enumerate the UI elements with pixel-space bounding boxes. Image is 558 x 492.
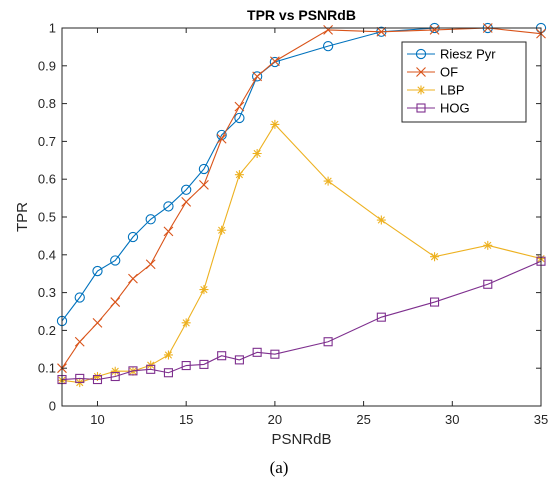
legend-marker-of bbox=[416, 67, 426, 77]
data-point-hog bbox=[110, 371, 120, 382]
data-point-of bbox=[252, 71, 263, 82]
chart-title: TPR vs PSNRdB bbox=[247, 7, 356, 23]
legend-label-lbp: LBP bbox=[440, 83, 465, 98]
data-point-hog bbox=[217, 351, 227, 361]
y-tick-label: 0.2 bbox=[38, 323, 56, 338]
data-point-of bbox=[128, 273, 138, 284]
data-point-hog bbox=[483, 279, 493, 289]
data-point-of bbox=[429, 25, 440, 35]
y-tick-label: 0.4 bbox=[38, 247, 56, 262]
data-point-lbp bbox=[92, 372, 102, 382]
x-tick-label: 25 bbox=[356, 412, 370, 427]
series-line-hog bbox=[61, 260, 542, 381]
x-tick-label: 35 bbox=[534, 412, 548, 427]
data-point-hog bbox=[234, 355, 244, 365]
data-point-lbp bbox=[110, 366, 120, 376]
legend-entry-riesz-pyr: Riesz Pyr bbox=[407, 47, 496, 62]
data-point-riesz-pyr bbox=[145, 214, 156, 225]
legend-label-riesz-pyr: Riesz Pyr bbox=[440, 47, 496, 62]
data-point-hog bbox=[75, 373, 85, 383]
data-point-hog bbox=[146, 364, 156, 374]
legend-label-hog: HOG bbox=[440, 101, 470, 116]
data-point-lbp bbox=[430, 252, 440, 262]
data-point-hog bbox=[181, 361, 191, 371]
y-tick-label: 0 bbox=[49, 399, 56, 414]
legend-marker-lbp bbox=[416, 85, 426, 95]
data-point-hog bbox=[430, 297, 440, 307]
data-point-of bbox=[163, 226, 174, 237]
data-point-riesz-pyr bbox=[251, 71, 263, 82]
data-point-lbp bbox=[376, 215, 386, 225]
x-tick-label: 30 bbox=[445, 412, 459, 427]
y-tick-label: 0.1 bbox=[38, 361, 56, 376]
series-layer bbox=[56, 22, 547, 388]
data-point-lbp bbox=[323, 176, 333, 186]
data-point-of bbox=[181, 196, 192, 207]
legend: Riesz Pyr OF LBP HOG bbox=[401, 41, 527, 123]
data-point-riesz-pyr bbox=[74, 292, 85, 303]
y-tick-label: 0.3 bbox=[38, 285, 56, 300]
y-tick-label: 0.5 bbox=[38, 210, 56, 225]
data-point-of bbox=[92, 317, 103, 328]
data-point-hog bbox=[92, 374, 103, 385]
legend-entry-lbp: LBP bbox=[407, 83, 465, 98]
data-point-lbp bbox=[252, 148, 262, 158]
y-tick-label: 0.6 bbox=[38, 172, 56, 187]
data-point-of bbox=[216, 133, 227, 144]
data-point-hog bbox=[163, 368, 173, 378]
y-tick-label: 0.9 bbox=[38, 58, 56, 73]
data-point-lbp bbox=[483, 240, 493, 250]
data-point-of bbox=[376, 26, 387, 37]
data-point-riesz-pyr bbox=[163, 201, 174, 212]
legend-marker-hog bbox=[416, 103, 426, 113]
data-point-lbp bbox=[234, 170, 244, 180]
axes-layer: 10 15 20 25 30 35 0 0.1 0.2 0.3 0.4 0.5 0.6 0.7 0.8 0.9… bbox=[14, 7, 548, 448]
legend-marker-riesz-pyr bbox=[415, 48, 427, 60]
legend-entry-hog: HOG bbox=[407, 101, 470, 116]
data-point-of bbox=[110, 297, 121, 307]
data-point-lbp bbox=[270, 119, 280, 129]
data-point-lbp bbox=[199, 285, 209, 295]
legend-box bbox=[401, 41, 527, 123]
data-point-hog bbox=[270, 349, 280, 359]
x-tick-label: 20 bbox=[268, 412, 282, 427]
data-point-riesz-pyr bbox=[110, 255, 121, 266]
legend-label-of: OF bbox=[440, 65, 458, 80]
data-point-of bbox=[323, 25, 333, 35]
data-point-of bbox=[145, 259, 156, 270]
legend-entry-of: OF bbox=[407, 65, 458, 80]
data-point-riesz-pyr bbox=[234, 112, 245, 124]
data-point-of bbox=[270, 56, 280, 67]
x-tick-label: 15 bbox=[179, 412, 193, 427]
data-point-riesz-pyr bbox=[181, 184, 192, 195]
data-point-hog bbox=[323, 337, 333, 347]
data-point-of bbox=[199, 179, 209, 190]
data-point-riesz-pyr bbox=[198, 163, 210, 175]
y-tick-label: 0.7 bbox=[38, 134, 56, 149]
data-point-riesz-pyr bbox=[269, 56, 281, 68]
data-point-lbp bbox=[163, 350, 173, 360]
data-point-riesz-pyr bbox=[127, 231, 139, 243]
data-point-hog bbox=[376, 312, 386, 322]
data-point-hog bbox=[252, 347, 262, 357]
y-axis-label: TPR bbox=[14, 202, 31, 232]
data-point-riesz-pyr bbox=[92, 265, 103, 277]
data-point-hog bbox=[199, 359, 209, 369]
data-point-of bbox=[234, 101, 245, 112]
x-tick-label: 10 bbox=[90, 412, 104, 427]
x-axis-label: PSNRdB bbox=[271, 431, 331, 448]
series-of bbox=[57, 23, 546, 374]
data-point-lbp bbox=[217, 225, 227, 235]
y-tick-label: 0.8 bbox=[38, 96, 56, 111]
y-tick-label: 1 bbox=[49, 21, 56, 36]
figure-caption: (a) bbox=[269, 458, 289, 477]
data-point-of bbox=[74, 336, 85, 347]
data-point-lbp bbox=[181, 318, 191, 328]
data-point-riesz-pyr bbox=[322, 40, 334, 52]
data-point-hog bbox=[128, 366, 138, 376]
